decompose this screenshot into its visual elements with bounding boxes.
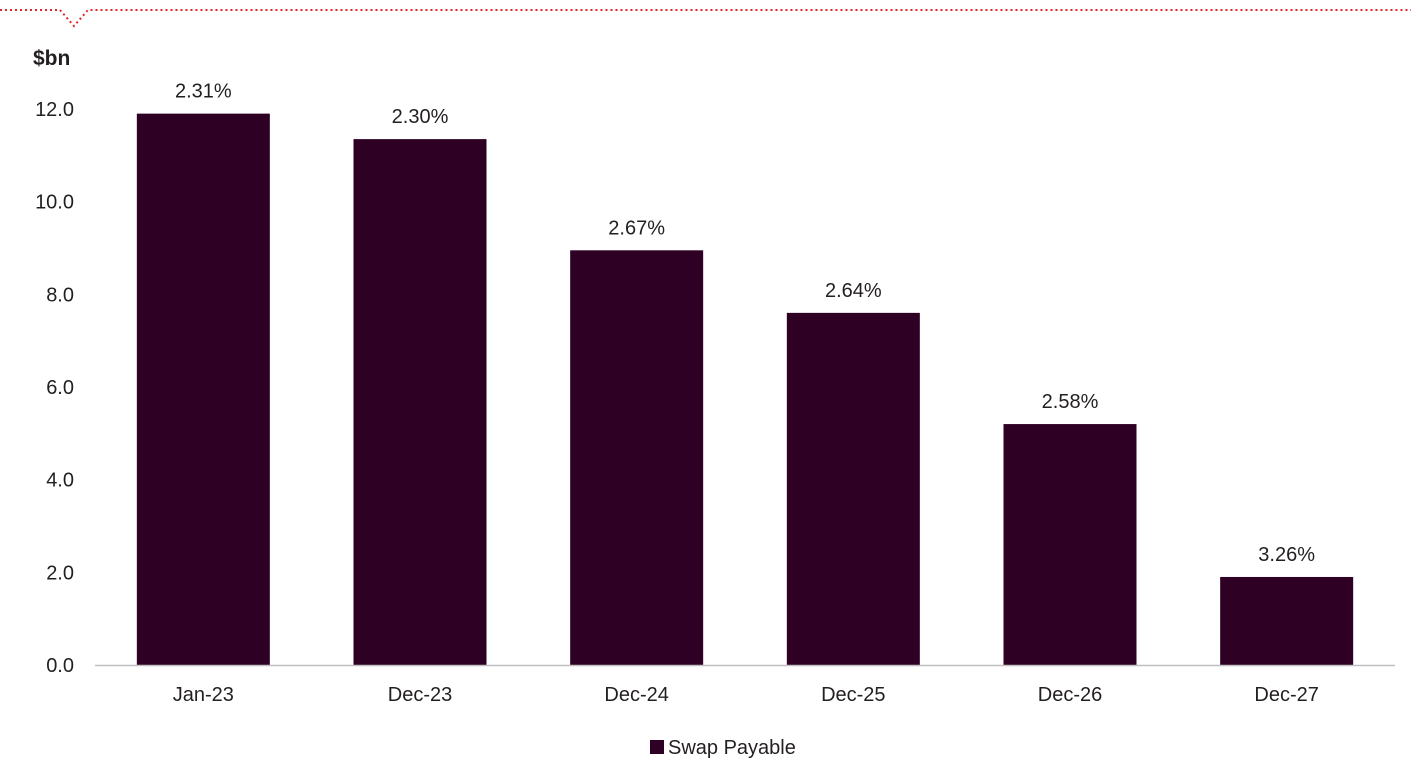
- x-tick-label: Jan-23: [173, 684, 234, 706]
- bar-data-label: 2.30%: [392, 106, 449, 128]
- bar-data-label: 2.31%: [175, 81, 232, 103]
- y-tick-label: 12.0: [35, 99, 74, 121]
- legend: Swap Payable: [650, 737, 796, 759]
- bar-data-label: 2.58%: [1042, 391, 1099, 413]
- bar: [136, 113, 270, 666]
- y-tick-label: 6.0: [46, 377, 74, 399]
- legend-label: Swap Payable: [668, 737, 796, 759]
- bar-data-label: 2.67%: [608, 217, 665, 239]
- legend-swatch: [650, 740, 664, 754]
- y-axis-ticks: 0.0 2.0 4.0 6.0 8.0 10.0 12.0: [35, 99, 74, 677]
- bar: [353, 139, 487, 665]
- x-tick-label: Dec-25: [821, 684, 885, 706]
- y-tick-label: 10.0: [35, 192, 74, 214]
- bar: [786, 312, 920, 665]
- bar: [570, 250, 704, 666]
- bar: [1220, 576, 1354, 665]
- y-axis-unit-label: $bn: [33, 47, 70, 70]
- bars: [136, 113, 1354, 666]
- y-tick-label: 2.0: [46, 562, 74, 584]
- y-tick-label: 8.0: [46, 284, 74, 306]
- header-divider: [0, 9, 1411, 28]
- bar: [1003, 424, 1137, 665]
- data-labels: 2.31% 2.30% 2.67% 2.64% 2.58% 3.26%: [175, 81, 1315, 566]
- bar-data-label: 3.26%: [1258, 544, 1315, 566]
- y-tick-label: 4.0: [46, 470, 74, 492]
- x-tick-label: Dec-23: [388, 684, 452, 706]
- bar-data-label: 2.64%: [825, 280, 882, 302]
- x-tick-label: Dec-26: [1038, 684, 1102, 706]
- x-tick-label: Dec-27: [1254, 684, 1318, 706]
- x-axis-ticks: Jan-23 Dec-23 Dec-24 Dec-25 Dec-26 Dec-27: [173, 684, 1319, 706]
- y-tick-label: 0.0: [46, 655, 74, 677]
- x-tick-label: Dec-24: [604, 684, 668, 706]
